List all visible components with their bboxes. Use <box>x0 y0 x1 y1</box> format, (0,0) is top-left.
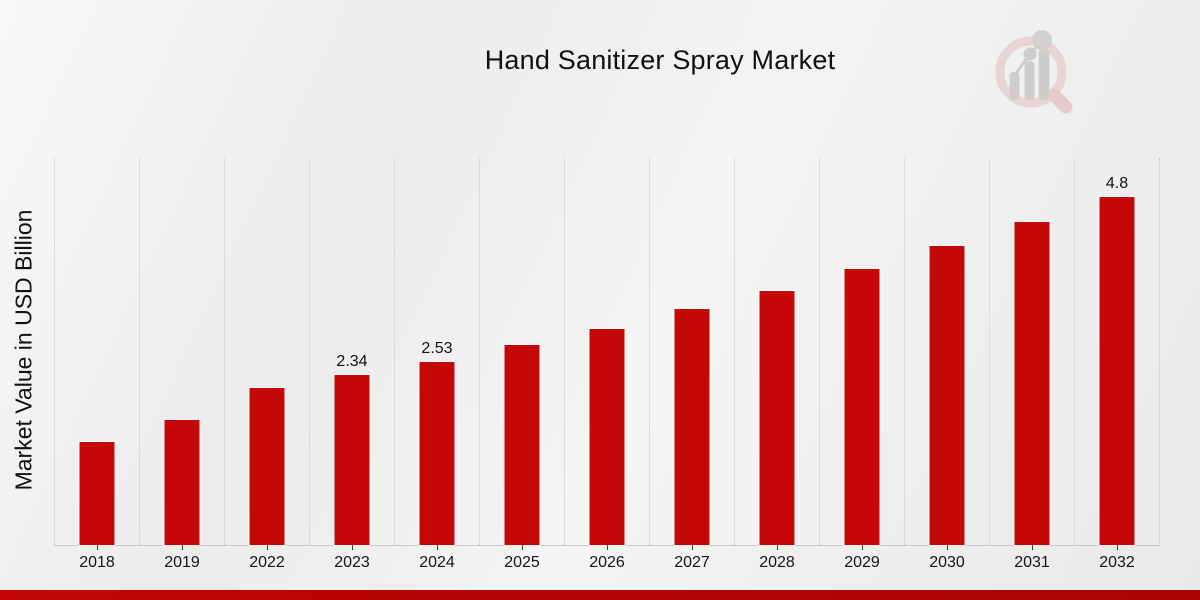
bar-2018 <box>79 442 115 545</box>
x-axis-tick-label-2018: 2018 <box>79 554 115 571</box>
x-axis-tick <box>692 545 693 550</box>
category-band-2027: 2027 <box>649 158 734 571</box>
category-band-2026: 2026 <box>564 158 649 571</box>
bar-2029 <box>844 268 880 545</box>
x-axis-tick <box>182 545 183 550</box>
x-axis-tick <box>352 545 353 550</box>
bar-2032 <box>1099 197 1135 545</box>
category-band-2031: 2031 <box>989 158 1074 571</box>
x-axis-tick-label-2022: 2022 <box>249 554 285 571</box>
x-axis-tick-label-2028: 2028 <box>759 554 795 571</box>
x-axis-tick <box>862 545 863 550</box>
x-axis-tick-label-2025: 2025 <box>504 554 540 571</box>
category-band-2022: 2022 <box>224 158 309 571</box>
bar-2022 <box>249 387 285 545</box>
x-axis-tick <box>97 545 98 550</box>
bar-2027 <box>674 309 710 545</box>
category-band-2029: 2029 <box>819 158 904 571</box>
x-axis-tick <box>607 545 608 550</box>
x-axis-tick-label-2031: 2031 <box>1014 554 1050 571</box>
x-axis-tick-label-2032: 2032 <box>1099 554 1135 571</box>
bar-2028 <box>759 290 795 545</box>
bar-2026 <box>589 329 625 545</box>
category-band-2032: 4.8 2032 <box>1074 158 1159 571</box>
x-axis-tick <box>947 545 948 550</box>
x-axis-tick <box>522 545 523 550</box>
x-axis-tick <box>777 545 778 550</box>
category-band-2024: 2.53 2024 <box>394 158 479 571</box>
magnifier-bar-chart-logo-icon <box>995 30 1073 114</box>
y-axis-label: Market Value in USD Billion <box>10 209 37 491</box>
bar-2019 <box>164 420 200 545</box>
footer-accent-bar <box>0 590 1200 600</box>
x-axis-tick-label-2030: 2030 <box>929 554 965 571</box>
category-band-2018: 2018 <box>54 158 139 571</box>
bar-2025 <box>504 344 540 545</box>
category-band-2028: 2028 <box>734 158 819 571</box>
x-axis-tick <box>437 545 438 550</box>
x-axis-tick <box>267 545 268 550</box>
bar-2024 <box>419 361 455 545</box>
plot-area: 2018 2019 2022 2.34 2023 2.53 2024 2025 2026 2027… <box>54 158 1160 571</box>
category-band-2023: 2.34 2023 <box>309 158 394 571</box>
bar-2030 <box>929 245 965 545</box>
bar-2023 <box>334 375 370 545</box>
bar-value-label-2032: 4.8 <box>1105 175 1129 193</box>
category-band-2030: 2030 <box>904 158 989 571</box>
bar-value-label-2023: 2.34 <box>336 353 368 371</box>
x-axis-tick-label-2027: 2027 <box>674 554 710 571</box>
x-axis-tick-label-2019: 2019 <box>164 554 200 571</box>
x-axis-tick-label-2026: 2026 <box>589 554 625 571</box>
x-axis-tick-label-2024: 2024 <box>419 554 455 571</box>
category-band-2025: 2025 <box>479 158 564 571</box>
chart-title: Hand Sanitizer Spray Market <box>484 45 836 75</box>
x-axis-tick-label-2023: 2023 <box>334 554 370 571</box>
category-band-2019: 2019 <box>139 158 224 571</box>
x-axis-tick <box>1032 545 1033 550</box>
bar-value-label-2024: 2.53 <box>421 339 453 357</box>
x-axis-tick <box>1117 545 1118 550</box>
bar-2031 <box>1014 221 1050 545</box>
x-axis-tick-label-2029: 2029 <box>844 554 880 571</box>
